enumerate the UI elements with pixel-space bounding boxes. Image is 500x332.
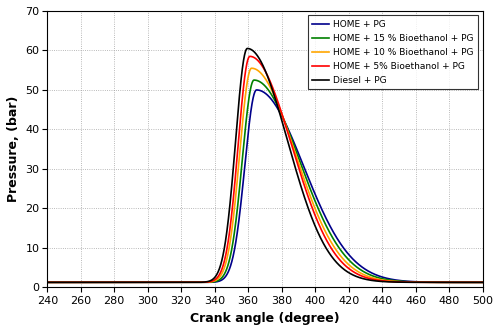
HOME + 10 % Bioethanol + PG — [424, 280, 430, 284]
Line: Diesel + PG: Diesel + PG — [48, 48, 482, 282]
Y-axis label: Pressure, (bar): Pressure, (bar) — [7, 96, 20, 203]
HOME + 5% Bioethanol + PG — [44, 280, 51, 284]
HOME + 5% Bioethanol + PG — [424, 280, 430, 284]
HOME + 10 % Bioethanol + PG — [248, 66, 254, 70]
HOME + 15 % Bioethanol + PG — [211, 280, 217, 284]
HOME + 10 % Bioethanol + PG — [44, 280, 51, 284]
HOME + 15 % Bioethanol + PG — [480, 280, 486, 284]
Line: HOME + 5% Bioethanol + PG: HOME + 5% Bioethanol + PG — [48, 56, 482, 282]
HOME + 10 % Bioethanol + PG — [94, 280, 100, 284]
HOME + 15 % Bioethanol + PG — [94, 280, 100, 284]
Diesel + PG — [211, 276, 217, 280]
HOME + 5% Bioethanol + PG — [480, 280, 486, 284]
HOME + 5% Bioethanol + PG — [120, 280, 126, 284]
Diesel + PG — [244, 46, 250, 50]
HOME + 15 % Bioethanol + PG — [471, 280, 477, 284]
Line: HOME + 15 % Bioethanol + PG: HOME + 15 % Bioethanol + PG — [48, 80, 482, 282]
HOME + 5% Bioethanol + PG — [247, 54, 253, 58]
HOME + PG — [44, 280, 51, 284]
HOME + 5% Bioethanol + PG — [211, 278, 217, 282]
HOME + 15 % Bioethanol + PG — [120, 280, 126, 284]
Diesel + PG — [230, 169, 236, 173]
HOME + PG — [480, 280, 486, 284]
HOME + PG — [120, 280, 126, 284]
HOME + 10 % Bioethanol + PG — [230, 218, 236, 222]
Diesel + PG — [120, 280, 126, 284]
Diesel + PG — [480, 280, 486, 284]
HOME + 10 % Bioethanol + PG — [211, 279, 217, 283]
HOME + PG — [94, 280, 100, 284]
HOME + 10 % Bioethanol + PG — [471, 280, 477, 284]
HOME + 15 % Bioethanol + PG — [230, 240, 236, 244]
HOME + PG — [211, 280, 217, 284]
HOME + 5% Bioethanol + PG — [471, 280, 477, 284]
HOME + PG — [230, 255, 236, 259]
HOME + PG — [471, 280, 477, 284]
HOME + PG — [254, 88, 260, 92]
HOME + PG — [424, 280, 430, 284]
Diesel + PG — [424, 280, 430, 284]
Diesel + PG — [44, 280, 51, 284]
Diesel + PG — [94, 280, 100, 284]
Line: HOME + 10 % Bioethanol + PG: HOME + 10 % Bioethanol + PG — [48, 68, 482, 282]
Diesel + PG — [471, 280, 477, 284]
HOME + 15 % Bioethanol + PG — [44, 280, 51, 284]
HOME + 15 % Bioethanol + PG — [251, 78, 257, 82]
HOME + 5% Bioethanol + PG — [94, 280, 100, 284]
HOME + 15 % Bioethanol + PG — [424, 280, 430, 284]
X-axis label: Crank angle (degree): Crank angle (degree) — [190, 312, 340, 325]
Legend: HOME + PG, HOME + 15 % Bioethanol + PG, HOME + 10 % Bioethanol + PG, HOME + 5% B: HOME + PG, HOME + 15 % Bioethanol + PG, … — [308, 16, 478, 89]
HOME + 10 % Bioethanol + PG — [120, 280, 126, 284]
HOME + 5% Bioethanol + PG — [230, 200, 236, 204]
HOME + 10 % Bioethanol + PG — [480, 280, 486, 284]
Line: HOME + PG: HOME + PG — [48, 90, 482, 282]
